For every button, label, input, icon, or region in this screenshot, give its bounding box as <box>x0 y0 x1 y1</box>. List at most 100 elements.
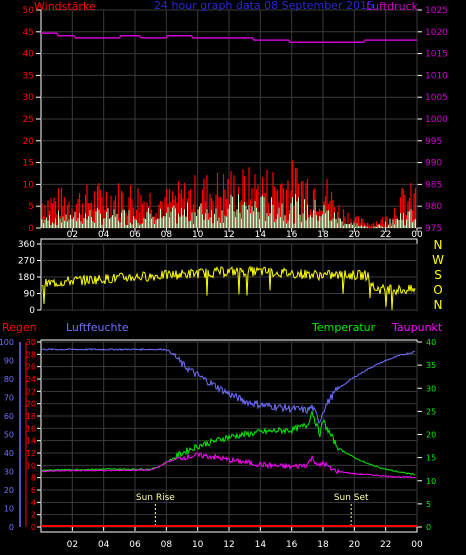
pressure-tick-label: 995 <box>425 137 442 147</box>
climate-x-tick-label: 22 <box>380 540 391 550</box>
wind-tick-label: 50 <box>23 6 35 16</box>
rain-tick-label: 22 <box>26 387 36 396</box>
direction-tick-label: 360 <box>18 240 35 250</box>
direction-tick-label: 0 <box>29 306 35 316</box>
wind-axis-title: Windstärke <box>34 0 96 13</box>
wind-direction-line <box>41 265 416 311</box>
climate-x-tick-label: 04 <box>98 540 110 550</box>
humidity-tick-label: 50 <box>4 431 14 440</box>
pressure-tick-label: 1020 <box>425 28 448 38</box>
rain-tick-label: 12 <box>26 449 36 458</box>
direction-tick-label: 270 <box>18 257 35 267</box>
temperature-tick-label: 25 <box>426 407 436 416</box>
rain-tick-label: 18 <box>26 412 36 421</box>
humidity-tick-label: 40 <box>4 449 14 458</box>
pressure-tick-label: 1025 <box>425 6 448 16</box>
wind-tick-label: 45 <box>23 28 34 38</box>
rain-tick-label: 30 <box>26 338 36 347</box>
pressure-tick-label: 990 <box>425 159 442 169</box>
wind-tick-label: 30 <box>23 93 35 103</box>
chart-title: 24 hour graph data 08 September 2015 <box>154 0 374 12</box>
wind-x-tick-label: 12 <box>223 230 234 240</box>
climate-x-tick-label: 12 <box>223 540 234 550</box>
wind-x-tick-label: 18 <box>317 230 329 240</box>
humidity-tick-label: 90 <box>4 357 14 366</box>
climate-x-tick-label: 08 <box>161 540 173 550</box>
temperature-tick-label: 5 <box>426 500 431 509</box>
pressure-axis-title: Luftdruck <box>366 0 418 13</box>
pressure-tick-label: 1000 <box>425 115 448 125</box>
direction-tick-label: 180 <box>18 273 35 283</box>
humidity-tick-label: 100 <box>0 338 14 347</box>
dewpoint-label: Taupunkt <box>391 321 443 334</box>
humidity-label: Luftfeuchte <box>66 321 129 334</box>
wind-tick-label: 0 <box>28 224 34 234</box>
rain-tick-label: 14 <box>26 437 36 446</box>
climate-x-tick-label: 00 <box>411 540 423 550</box>
temperature-tick-label: 30 <box>426 384 436 393</box>
climate-x-tick-label: 20 <box>349 540 361 550</box>
humidity-tick-label: 20 <box>4 486 14 495</box>
sun-marker-label: Sun Rise <box>136 493 175 503</box>
pressure-tick-label: 980 <box>425 202 442 212</box>
climate-x-tick-label: 06 <box>129 540 141 550</box>
pressure-tick-label: 985 <box>425 180 442 190</box>
pressure-tick-label: 1015 <box>425 50 448 60</box>
rain-tick-label: 6 <box>31 486 36 495</box>
dewpoint-line <box>41 452 416 479</box>
pressure-tick-label: 975 <box>425 224 442 234</box>
wind-x-tick-label: 04 <box>98 230 110 240</box>
temperature-tick-label: 15 <box>426 454 436 463</box>
rain-tick-label: 0 <box>31 523 36 532</box>
climate-x-tick-label: 18 <box>317 540 329 550</box>
wind-tick-label: 5 <box>28 202 34 212</box>
wind-x-tick-label: 20 <box>349 230 361 240</box>
temperature-tick-label: 35 <box>426 361 436 370</box>
climate-x-tick-label: 02 <box>67 540 78 550</box>
wind-tick-label: 25 <box>23 115 34 125</box>
humidity-tick-label: 80 <box>4 375 14 384</box>
wind-x-tick-label: 22 <box>380 230 391 240</box>
climate-x-tick-label: 16 <box>286 540 298 550</box>
wind-average-bars <box>41 194 416 228</box>
direction-tick-label: 90 <box>24 290 36 300</box>
humidity-line <box>41 347 416 424</box>
temperature-tick-label: 40 <box>426 338 436 347</box>
temperature-tick-label: 10 <box>426 477 436 486</box>
pressure-tick-label: 1005 <box>425 93 448 103</box>
wind-x-tick-label: 14 <box>255 230 267 240</box>
pressure-line <box>41 32 417 44</box>
rain-label: Regen <box>2 321 37 334</box>
temperature-line <box>41 411 416 476</box>
temperature-tick-label: 20 <box>426 431 436 440</box>
rain-tick-label: 28 <box>26 350 36 359</box>
rain-tick-label: 16 <box>26 424 36 433</box>
rain-tick-label: 8 <box>31 474 36 483</box>
compass-label: N <box>434 238 443 252</box>
rain-tick-label: 4 <box>31 498 36 507</box>
humidity-tick-label: 0 <box>9 523 14 532</box>
humidity-tick-label: 60 <box>4 412 14 421</box>
wind-tick-label: 10 <box>23 180 35 190</box>
temperature-label: Temperatur <box>311 321 376 334</box>
wind-tick-label: 15 <box>23 159 34 169</box>
rain-tick-label: 20 <box>26 400 36 409</box>
compass-label: O <box>433 283 442 297</box>
sun-marker-label: Sun Set <box>334 493 369 503</box>
rain-tick-label: 26 <box>26 363 36 372</box>
compass-label: N <box>434 298 443 312</box>
wind-x-tick-label: 16 <box>286 230 298 240</box>
humidity-tick-label: 10 <box>4 505 14 514</box>
wind-x-tick-label: 00 <box>411 230 423 240</box>
compass-label: W <box>432 253 444 267</box>
climate-x-tick-label: 14 <box>255 540 267 550</box>
rain-tick-label: 2 <box>31 511 36 520</box>
humidity-tick-label: 30 <box>4 468 14 477</box>
wind-x-tick-label: 10 <box>192 230 204 240</box>
wind-x-tick-label: 08 <box>161 230 173 240</box>
humidity-tick-label: 70 <box>4 394 14 403</box>
pressure-tick-label: 1010 <box>425 71 448 81</box>
compass-label: S <box>434 268 442 282</box>
